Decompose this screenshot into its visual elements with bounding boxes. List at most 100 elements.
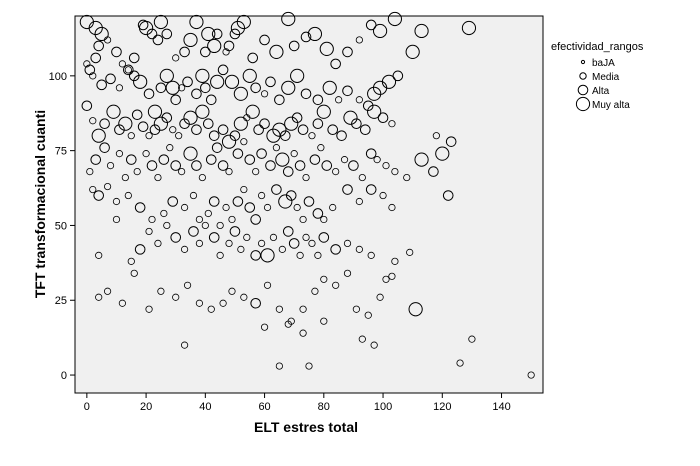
data-point [294,160,306,171]
data-point [200,46,211,58]
data-point [90,52,102,64]
data-point [138,20,154,36]
data-point [312,208,324,219]
data-point [170,160,182,171]
data-point [265,76,276,88]
data-point [128,70,140,82]
data-point [330,244,341,255]
data-point [154,239,162,247]
data-point [307,26,323,42]
data-point [362,100,374,112]
data-point [111,46,122,58]
data-point [377,112,389,124]
data-point [166,144,174,152]
data-point [432,132,440,140]
data-point [170,94,182,106]
data-point [93,190,104,201]
legend-marker [579,72,587,80]
data-point [106,162,115,170]
data-point [183,281,192,289]
x-tick-label: 40 [199,401,211,413]
data-point [260,248,275,263]
data-point [201,26,216,42]
data-point [195,104,210,119]
data-point [99,118,110,130]
data-point [308,239,316,247]
data-point [330,58,341,70]
data-point [358,173,366,182]
x-axis-ticks: 0 20 40 60 80 100 120 140 [84,393,511,413]
data-point [89,185,97,194]
data-point [208,232,220,243]
data-point [272,144,281,152]
data-point [134,202,146,213]
data-point [233,86,248,101]
data-point [250,82,261,94]
data-point [355,36,363,44]
data-point [302,173,310,182]
data-point [355,197,363,206]
data-point [161,28,173,40]
data-point [143,88,155,100]
data-point [211,28,223,40]
data-point [114,124,125,135]
data-point [180,203,189,212]
data-point [200,82,211,94]
data-point [210,74,225,89]
y-axis-ticks: 0 25 50 75 100 [49,71,75,382]
data-point [274,94,285,106]
data-point [405,44,420,60]
data-point [461,20,477,36]
data-point [211,142,223,153]
data-point [352,305,360,313]
data-point [131,109,143,121]
data-point [300,31,312,43]
data-point [225,167,233,176]
data-point [332,281,340,289]
data-point [153,116,168,131]
data-point [303,196,315,207]
data-point [207,305,215,313]
data-point [382,162,390,170]
data-point [288,238,300,249]
data-point [365,184,377,195]
x-axis-title: ELT estres total [254,419,358,435]
data-point [343,110,358,125]
data-point [284,320,292,328]
data-point [96,79,107,91]
data-point [145,305,153,313]
data-point [217,160,229,171]
data-point [91,128,106,143]
data-point [275,305,283,313]
legend-label: Muy alta [592,100,630,111]
data-point [157,287,165,295]
data-point [204,209,212,218]
data-point [183,110,198,125]
data-point [88,20,103,36]
data-point [282,166,294,177]
data-point [232,148,244,159]
data-point [414,152,429,167]
data-point [253,124,264,135]
data-point [225,239,233,247]
data-point [228,215,236,224]
data-point [342,46,353,58]
data-point [233,116,248,131]
data-point [165,80,180,95]
data-point [281,80,296,95]
data-point [240,185,248,194]
data-point [237,245,245,253]
data-point [112,215,121,224]
data-point [259,34,270,46]
data-point [408,302,423,317]
x-tick-label: 80 [318,401,330,413]
data-point [229,226,241,237]
data-point [445,136,457,147]
data-point [183,32,198,48]
data-point [205,154,217,165]
data-point [169,126,177,134]
y-axis-title: TFT transformacional cuanti [32,110,48,298]
data-point [125,154,137,165]
data-point [175,132,183,140]
data-point [232,196,244,207]
